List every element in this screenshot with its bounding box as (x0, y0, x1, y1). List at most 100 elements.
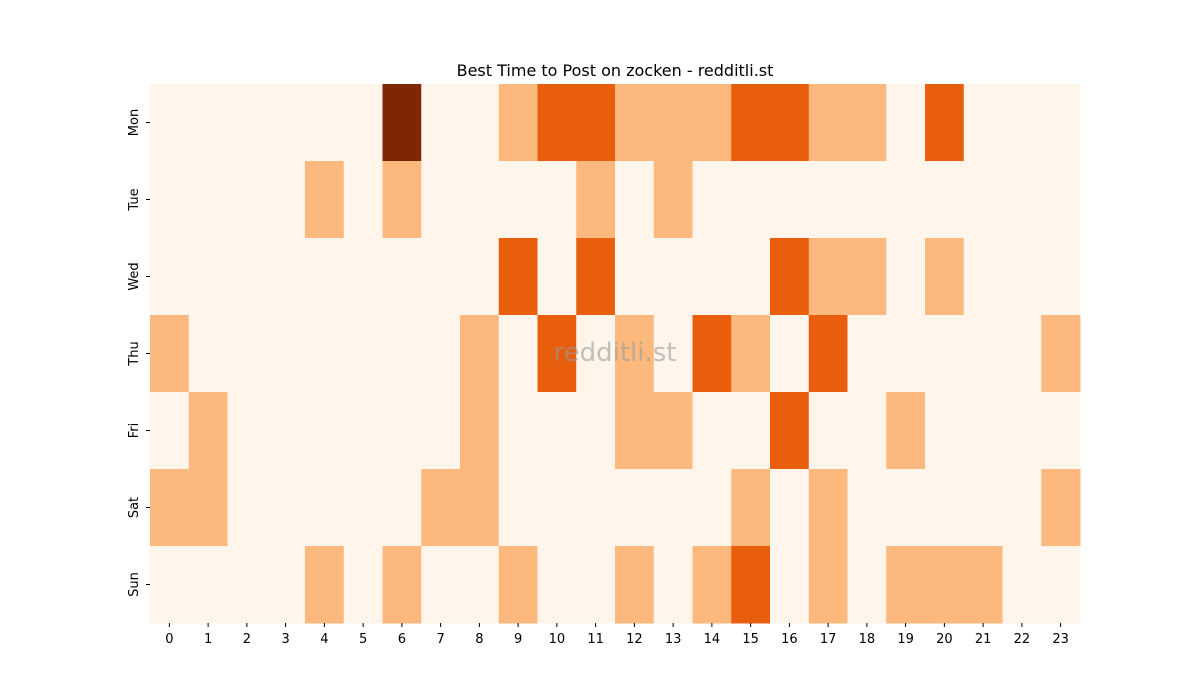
heatmap-cell-tue-8 (460, 161, 500, 239)
heatmap-cell-tue-12 (615, 161, 655, 239)
x-tick-label: 4 (320, 632, 328, 647)
heatmap-cell-mon-11 (576, 84, 616, 162)
heatmap-cell-sat-0 (150, 469, 190, 547)
x-tick-label: 17 (820, 632, 837, 647)
heatmap-cell-tue-17 (808, 161, 848, 239)
heatmap-cell-thu-20 (925, 315, 965, 393)
heatmap-cell-sat-19 (886, 469, 926, 547)
heatmap-cell-fri-2 (227, 392, 267, 470)
heatmap-cell-tue-21 (963, 161, 1003, 239)
heatmap-cell-mon-1 (188, 84, 228, 162)
heatmap-cell-fri-18 (847, 392, 887, 470)
heatmap-cell-tue-19 (886, 161, 926, 239)
heatmap-cell-sun-10 (537, 546, 577, 624)
heatmap-cell-sat-16 (770, 469, 810, 547)
heatmap-cell-mon-8 (460, 84, 500, 162)
y-tick-label: Wed (127, 262, 142, 290)
heatmap-cell-tue-16 (770, 161, 810, 239)
heatmap-cell-thu-11 (576, 315, 616, 393)
heatmap-cell-fri-17 (808, 392, 848, 470)
heatmap-cell-fri-13 (653, 392, 693, 470)
heatmap-cell-tue-22 (1002, 161, 1042, 239)
heatmap-cell-sat-9 (498, 469, 538, 547)
heatmap-cell-tue-9 (498, 161, 538, 239)
heatmap-cell-mon-15 (731, 84, 771, 162)
heatmap-cell-tue-3 (266, 161, 306, 239)
heatmap-cell-tue-18 (847, 161, 887, 239)
heatmap-cell-thu-16 (770, 315, 810, 393)
heatmap-cell-fri-23 (1041, 392, 1081, 470)
heatmap-cell-mon-2 (227, 84, 267, 162)
x-tick-label: 22 (1014, 632, 1031, 647)
heatmap-cell-sat-3 (266, 469, 306, 547)
heatmap-cell-tue-13 (653, 161, 693, 239)
heatmap-cell-tue-15 (731, 161, 771, 239)
heatmap-cell-thu-2 (227, 315, 267, 393)
heatmap-cell-tue-20 (925, 161, 965, 239)
heatmap-cell-fri-15 (731, 392, 771, 470)
heatmap-cell-fri-10 (537, 392, 577, 470)
heatmap-cell-sat-22 (1002, 469, 1042, 547)
x-tick-label: 18 (859, 632, 876, 647)
heatmap-cell-sat-10 (537, 469, 577, 547)
heatmap-cell-thu-21 (963, 315, 1003, 393)
heatmap-cell-sun-19 (886, 546, 926, 624)
heatmap-cell-tue-5 (343, 161, 383, 239)
x-tick-label: 19 (897, 632, 914, 647)
heatmap-cell-sat-2 (227, 469, 267, 547)
heatmap-cell-sun-8 (460, 546, 500, 624)
heatmap-cell-wed-18 (847, 238, 887, 316)
heatmap-cell-sun-7 (421, 546, 461, 624)
heatmap-cell-wed-13 (653, 238, 693, 316)
heatmap-cell-fri-1 (188, 392, 228, 470)
heatmap-cell-thu-14 (692, 315, 732, 393)
heatmap-cell-fri-11 (576, 392, 616, 470)
heatmap-cell-thu-13 (653, 315, 693, 393)
heatmap-cell-sat-11 (576, 469, 616, 547)
heatmap-cell-sun-22 (1002, 546, 1042, 624)
heatmap-cell-sun-23 (1041, 546, 1081, 624)
heatmap-cell-wed-5 (343, 238, 383, 316)
heatmap-cell-mon-21 (963, 84, 1003, 162)
heatmap-cell-mon-5 (343, 84, 383, 162)
heatmap-cell-wed-19 (886, 238, 926, 316)
heatmap-cell-thu-3 (266, 315, 306, 393)
heatmap-cell-mon-4 (305, 84, 345, 162)
heatmap-cell-mon-18 (847, 84, 887, 162)
heatmap-cell-sun-6 (382, 546, 422, 624)
watermark: redditli.st (554, 338, 677, 368)
heatmap-cell-sun-20 (925, 546, 965, 624)
heatmap-cell-wed-16 (770, 238, 810, 316)
heatmap-cell-sat-14 (692, 469, 732, 547)
heatmap-cell-thu-6 (382, 315, 422, 393)
heatmap-cell-sun-3 (266, 546, 306, 624)
heatmap-cell-wed-12 (615, 238, 655, 316)
y-tick-label: Fri (127, 423, 142, 439)
heatmap-cell-sun-18 (847, 546, 887, 624)
y-tick-label: Mon (127, 109, 142, 136)
heatmap-cell-wed-14 (692, 238, 732, 316)
heatmap-cell-sat-13 (653, 469, 693, 547)
x-tick-label: 12 (626, 632, 643, 647)
heatmap-cell-wed-7 (421, 238, 461, 316)
heatmap-cell-thu-9 (498, 315, 538, 393)
heatmap-cell-thu-0 (150, 315, 190, 393)
heatmap-cell-fri-7 (421, 392, 461, 470)
heatmap-cell-sat-7 (421, 469, 461, 547)
heatmap-cell-wed-20 (925, 238, 965, 316)
heatmap-cell-mon-3 (266, 84, 306, 162)
heatmap-cell-wed-8 (460, 238, 500, 316)
heatmap-cell-sun-2 (227, 546, 267, 624)
heatmap-cell-sun-11 (576, 546, 616, 624)
x-axis: 0 1 2 3 4 5 6 7 8 9 10 11 12 13 14 15 16 17 18 19 20 21 22 23 (165, 623, 1069, 647)
heatmap-cell-sat-23 (1041, 469, 1081, 547)
y-tick-label: Tue (127, 188, 142, 211)
heatmap-cell-thu-23 (1041, 315, 1081, 393)
heatmap-cell-tue-11 (576, 161, 616, 239)
heatmap-cell-sat-18 (847, 469, 887, 547)
heatmap-cell-sat-20 (925, 469, 965, 547)
x-tick-label: 5 (359, 632, 367, 647)
heatmap-cell-mon-19 (886, 84, 926, 162)
heatmap-cell-sun-16 (770, 546, 810, 624)
